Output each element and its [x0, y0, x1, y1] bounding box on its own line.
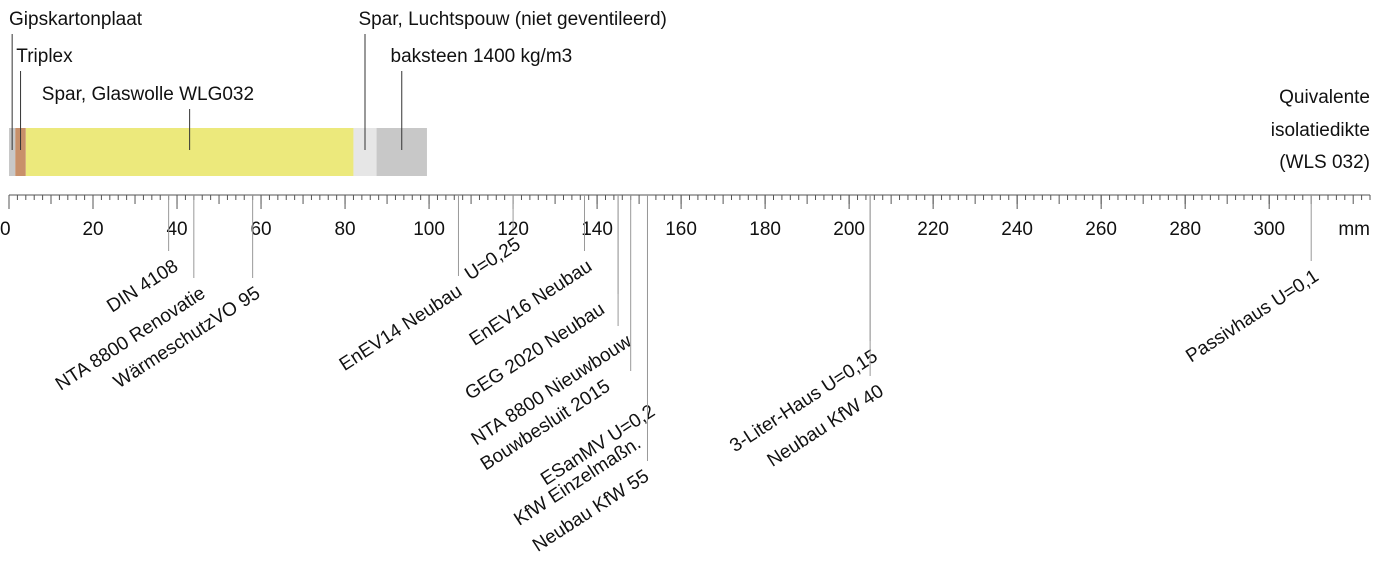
- layer-label: Spar, Luchtspouw (niet geventileerd): [358, 9, 666, 30]
- side-label: Quivalente: [1279, 87, 1370, 108]
- layer-label: baksteen 1400 kg/m3: [391, 46, 573, 67]
- tick-label: 240: [1001, 219, 1033, 240]
- tick-label: 200: [833, 219, 865, 240]
- tick-label: 140: [581, 219, 613, 240]
- tick-label: 120: [497, 219, 529, 240]
- layer-label: Spar, Glaswolle WLG032: [42, 84, 254, 105]
- layer-label: Triplex: [16, 46, 73, 67]
- tick-label: 100: [413, 219, 445, 240]
- marker-label: Passivhaus U=0,1: [1182, 266, 1322, 367]
- tick-label: 300: [1253, 219, 1285, 240]
- unit-label: mm: [1338, 219, 1370, 240]
- tick-label: 80: [334, 219, 355, 240]
- tick-label: 0: [0, 219, 11, 240]
- layer: [9, 128, 16, 176]
- layer: [15, 128, 26, 176]
- tick-label: 220: [917, 219, 949, 240]
- tick-label: 40: [166, 219, 187, 240]
- layer: [353, 128, 377, 176]
- tick-label: 280: [1169, 219, 1201, 240]
- side-label: (WLS 032): [1279, 152, 1370, 173]
- marker-label: U=0,25: [461, 234, 524, 285]
- layer-label: Gipskartonplaat: [9, 9, 143, 30]
- tick-label: 60: [250, 219, 271, 240]
- tick-label: 20: [82, 219, 103, 240]
- tick-label: 160: [665, 219, 697, 240]
- tick-label: 180: [749, 219, 781, 240]
- tick-label: 260: [1085, 219, 1117, 240]
- marker-label: EnEV14 Neubau: [336, 281, 466, 376]
- side-label: isolatiedikte: [1271, 120, 1370, 141]
